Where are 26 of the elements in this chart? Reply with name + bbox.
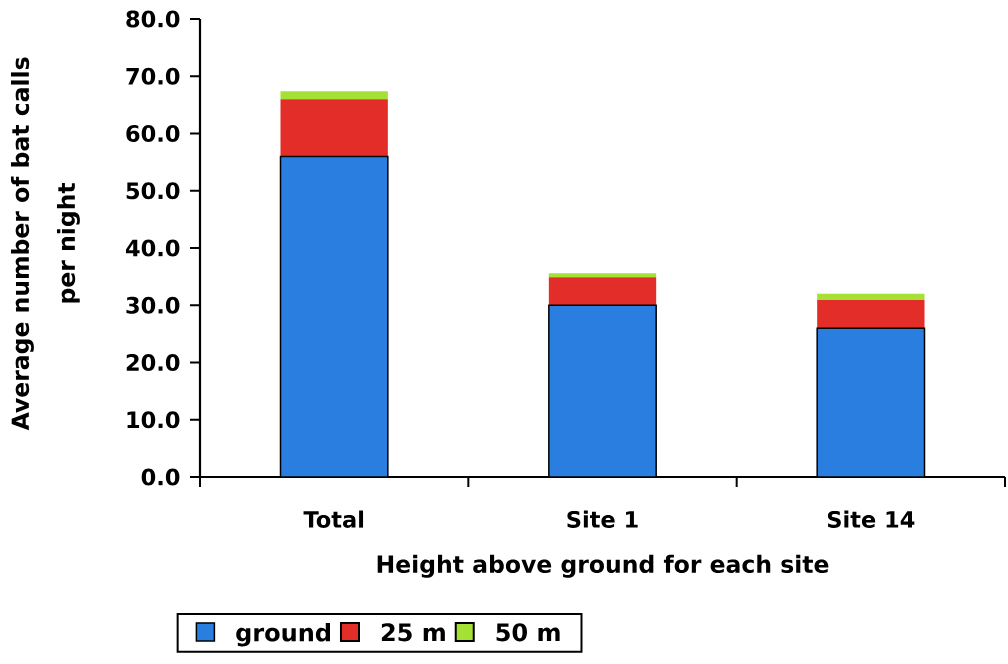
y-tick-label: 40.0	[125, 239, 180, 257]
x-tick-label: Total	[303, 510, 364, 528]
bar	[817, 300, 925, 329]
y-tick-label: 20.0	[126, 353, 180, 371]
bar	[280, 91, 388, 100]
y-axis-title: Average number of bat calls per night	[10, 57, 80, 431]
bar	[280, 99, 388, 157]
x-tick-label: Site 1	[567, 510, 638, 528]
legend-label: 25 m	[381, 623, 445, 642]
legend-label: ground	[236, 623, 330, 647]
x-axis-title: Height above ground for each site	[377, 554, 829, 578]
y-tick-label: 50.0	[126, 182, 180, 200]
y-tick-label: 0.0	[141, 468, 180, 486]
x-tick-label: Site 14	[827, 510, 915, 528]
y-tick-label: 10.0	[127, 411, 180, 429]
y-tick-label: 70.0	[126, 67, 180, 85]
bar	[548, 273, 657, 278]
y-tick-label: 80.0	[126, 10, 180, 28]
bar	[548, 277, 657, 306]
bar	[548, 304, 657, 477]
bar	[817, 293, 925, 301]
bar	[279, 155, 389, 477]
bar	[816, 327, 926, 477]
legend-label: 50 m	[496, 623, 560, 642]
y-tick-label: 30.0	[126, 296, 180, 314]
y-tick-label: 60.0	[126, 124, 180, 142]
